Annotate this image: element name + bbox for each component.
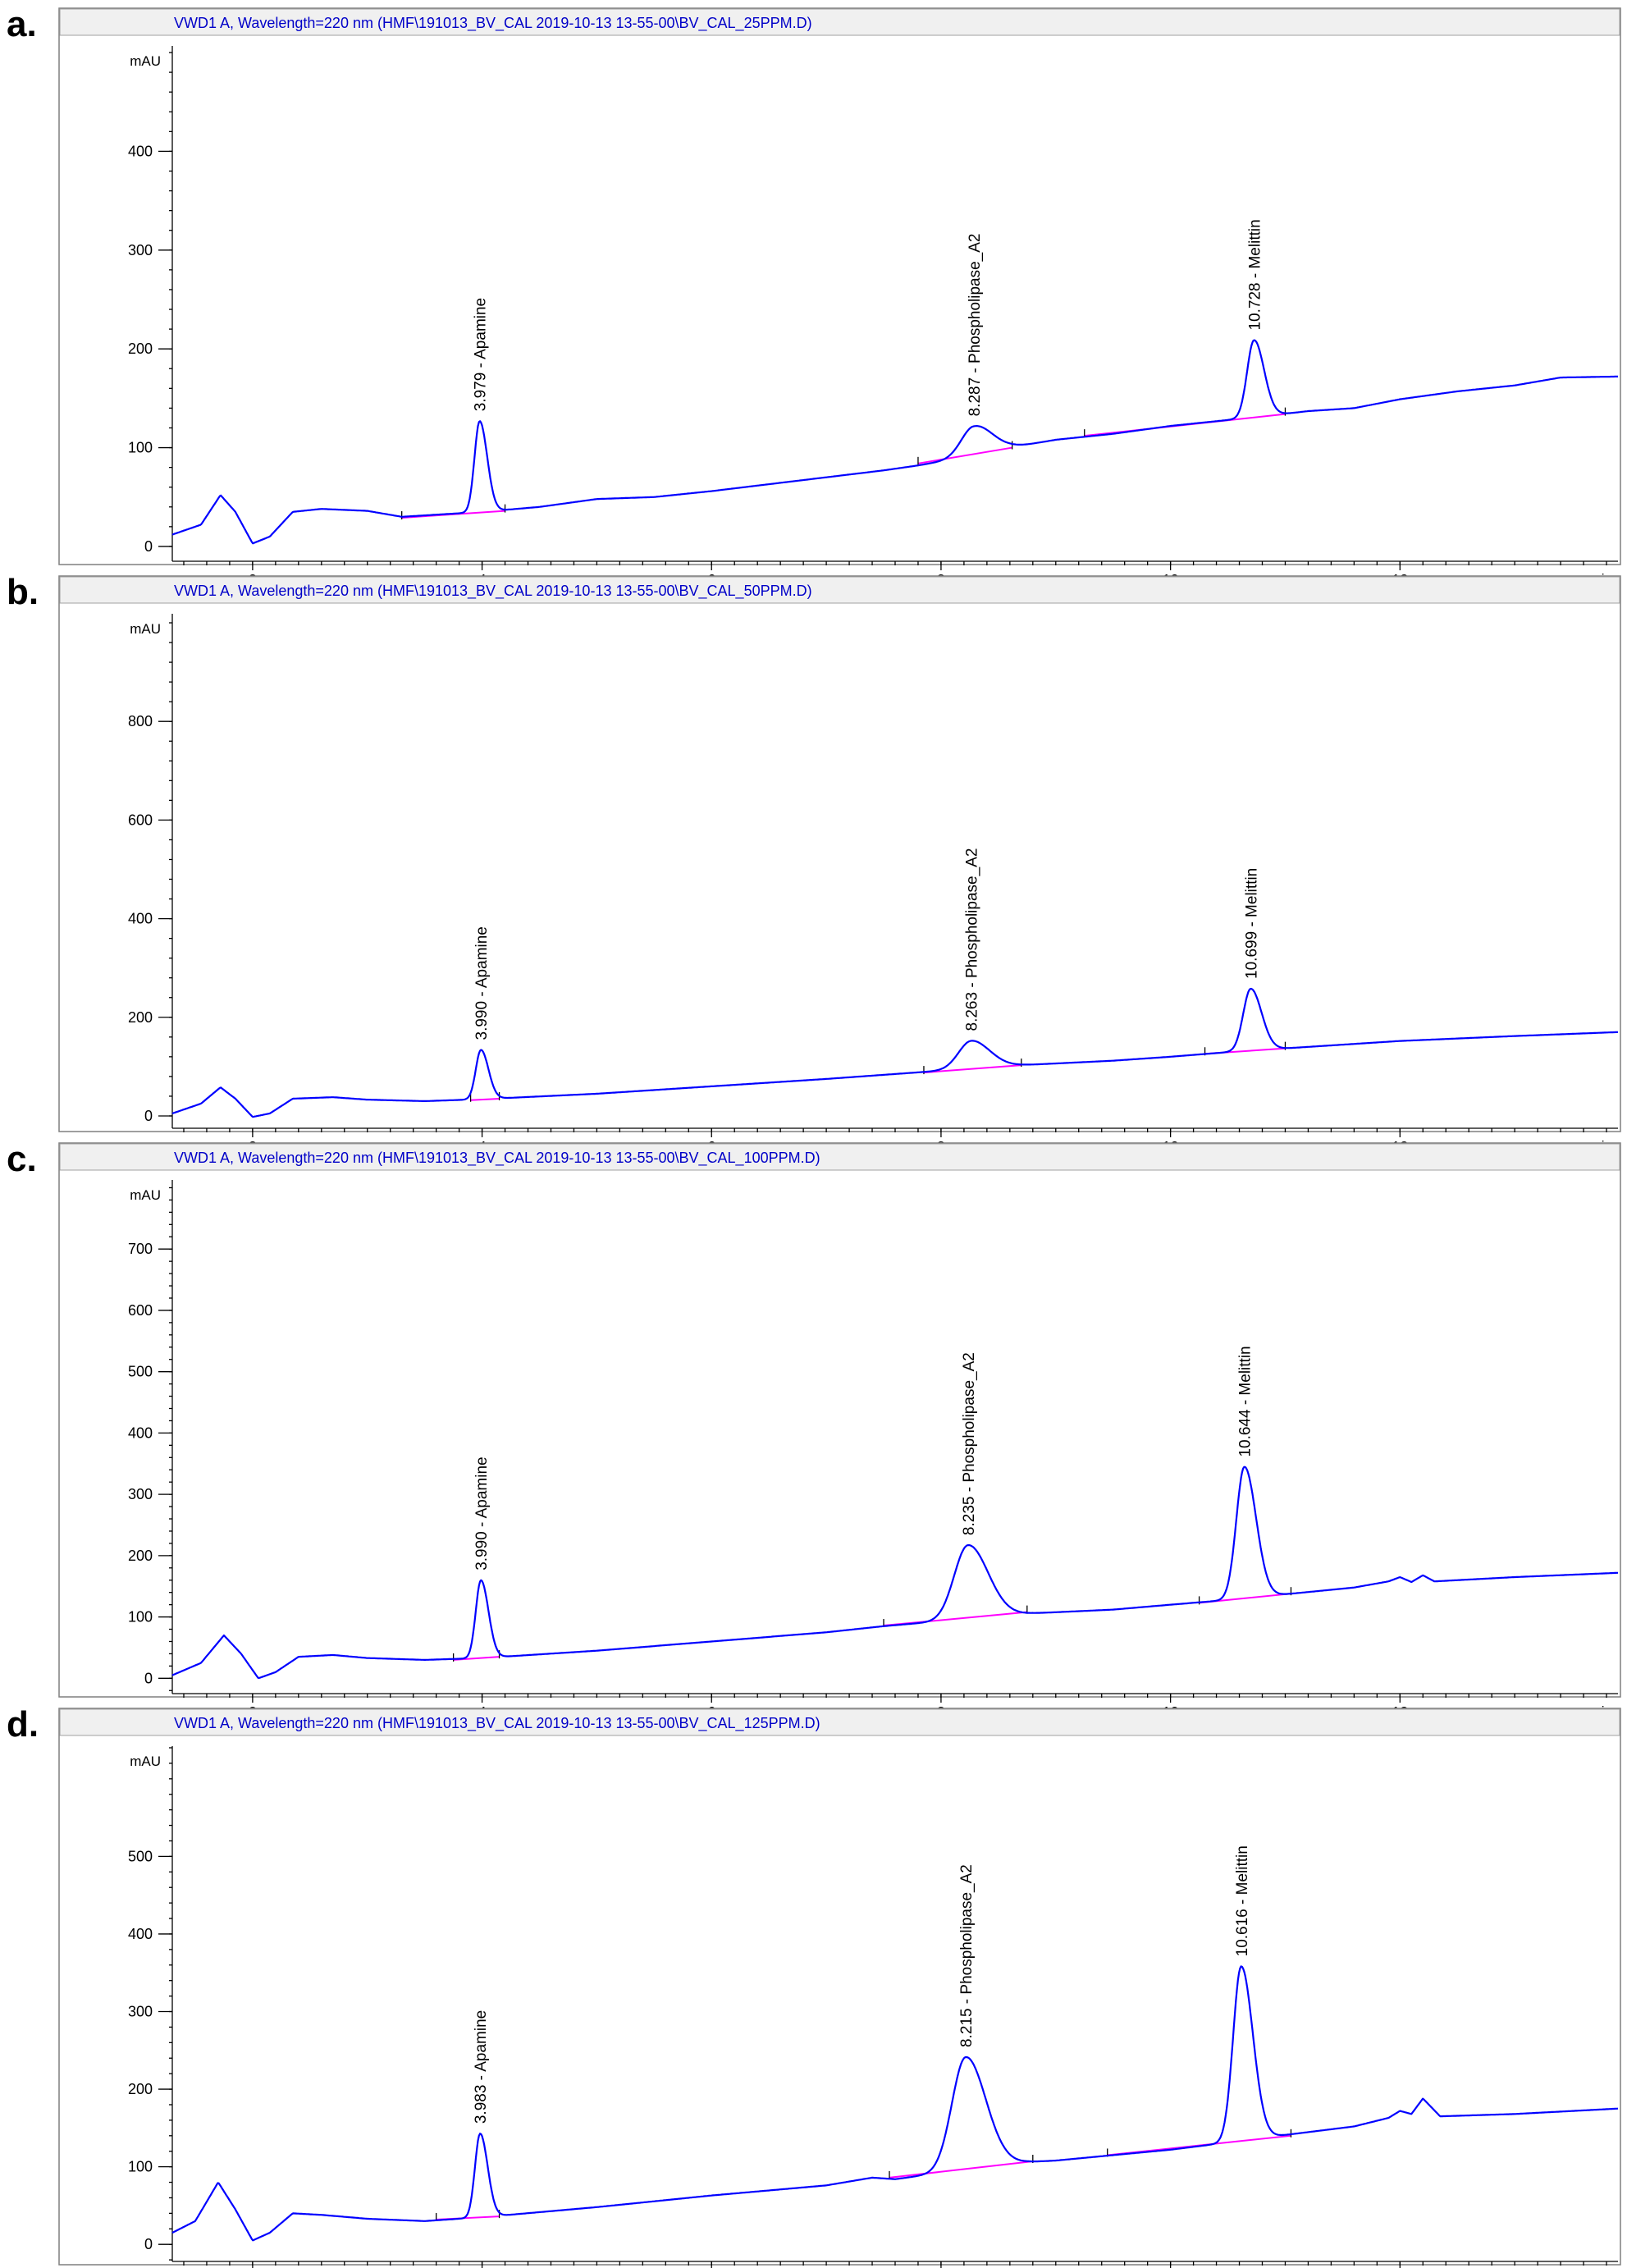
peak-label: 3.990 - Apamine — [473, 926, 491, 1040]
chromatogram-trace — [171, 987, 1619, 1118]
panel-frame — [58, 7, 1621, 565]
y-tick-label: 0 — [144, 2236, 153, 2252]
y-tick-label: 800 — [128, 713, 153, 729]
y-tick-label: 400 — [128, 911, 153, 927]
y-tick-label: 200 — [128, 1548, 153, 1564]
peak-label: 10.699 - Melittin — [1243, 868, 1260, 979]
panel-letter: d. — [7, 1704, 39, 1744]
peak-label: 3.979 - Apamine — [473, 298, 490, 411]
panel-frame — [58, 1708, 1621, 2266]
peak-label: 10.644 - Melittin — [1237, 1346, 1255, 1456]
peak-label: 10.728 - Melittin — [1246, 219, 1264, 330]
peak-label: 10.616 - Melittin — [1234, 1845, 1251, 1956]
y-tick-label: 700 — [128, 1241, 153, 1257]
y-tick-label: 100 — [128, 2159, 153, 2175]
y-tick-label: 0 — [144, 538, 153, 555]
y-tick-label: 0 — [144, 1670, 153, 1686]
y-tick-label: 600 — [128, 812, 153, 828]
peak-label: 8.215 - Phospholipase_A2 — [958, 1864, 976, 2047]
y-axis-unit-label: mAU — [130, 53, 161, 69]
y-tick-label: 400 — [128, 143, 153, 159]
panel-frame — [58, 575, 1621, 1132]
y-axis-unit-label: mAU — [130, 621, 161, 637]
chromatogram-trace — [171, 1965, 1619, 2242]
peak-label: 3.983 - Apamine — [473, 2010, 490, 2124]
y-tick-label: 600 — [128, 1302, 153, 1319]
y-tick-label: 300 — [128, 242, 153, 258]
peak-label: 8.287 - Phospholipase_A2 — [967, 233, 984, 416]
panel-letter: b. — [7, 572, 39, 612]
panel-letter: a. — [7, 4, 37, 44]
y-tick-label: 300 — [128, 2004, 153, 2020]
peak-label: 8.263 - Phospholipase_A2 — [964, 848, 981, 1031]
panel-letter: c. — [7, 1139, 37, 1179]
y-tick-label: 100 — [128, 1609, 153, 1626]
y-tick-label: 500 — [128, 1848, 153, 1864]
y-tick-label: 400 — [128, 1926, 153, 1942]
panel-header-bar — [59, 1143, 1620, 1171]
y-tick-label: 100 — [128, 440, 153, 456]
chromatogram-panel-d: d. VWD1 A, Wavelength=220 nm (HMF\191013_… — [7, 1704, 1621, 2268]
panel-frame — [58, 1142, 1621, 1698]
panel-title: VWD1 A, Wavelength=220 nm (HMF\191013_BV… — [174, 15, 812, 32]
chromatogram-trace — [171, 339, 1618, 545]
integration-baseline — [470, 1097, 500, 1101]
integration-baseline — [889, 2161, 1033, 2179]
y-tick-label: 200 — [128, 1009, 153, 1026]
y-tick-label: 200 — [128, 2081, 153, 2097]
integration-baseline — [923, 1064, 1021, 1074]
chromatogram-trace — [171, 1466, 1618, 1680]
chromatogram-panel-c: c. VWD1 A, Wavelength=220 nm (HMF\191013_… — [7, 1139, 1621, 1721]
chromatogram-panel-b: b. VWD1 A, Wavelength=220 nm (HMF\191013_… — [7, 572, 1621, 1155]
y-tick-label: 200 — [128, 341, 153, 357]
y-tick-label: 0 — [144, 1108, 153, 1124]
panel-title: VWD1 A, Wavelength=220 nm (HMF\191013_BV… — [174, 583, 812, 600]
y-tick-label: 400 — [128, 1424, 153, 1441]
panel-title: VWD1 A, Wavelength=220 nm (HMF\191013_BV… — [174, 1715, 820, 1732]
panel-title: VWD1 A, Wavelength=220 nm (HMF\191013_BV… — [174, 1150, 820, 1167]
chromatogram-panel-a: a. VWD1 A, Wavelength=220 nm (HMF\191013_… — [7, 4, 1621, 588]
y-tick-label: 500 — [128, 1364, 153, 1380]
panel-header-bar — [59, 1708, 1620, 1736]
panel-header-bar — [59, 576, 1620, 604]
panel-header-bar — [59, 8, 1620, 36]
y-tick-label: 300 — [128, 1486, 153, 1502]
integration-baseline — [917, 446, 1012, 464]
y-axis-unit-label: mAU — [130, 1187, 161, 1203]
peak-label: 3.990 - Apamine — [473, 1456, 491, 1570]
peak-label: 8.235 - Phospholipase_A2 — [961, 1352, 978, 1535]
y-axis-unit-label: mAU — [130, 1754, 161, 1769]
